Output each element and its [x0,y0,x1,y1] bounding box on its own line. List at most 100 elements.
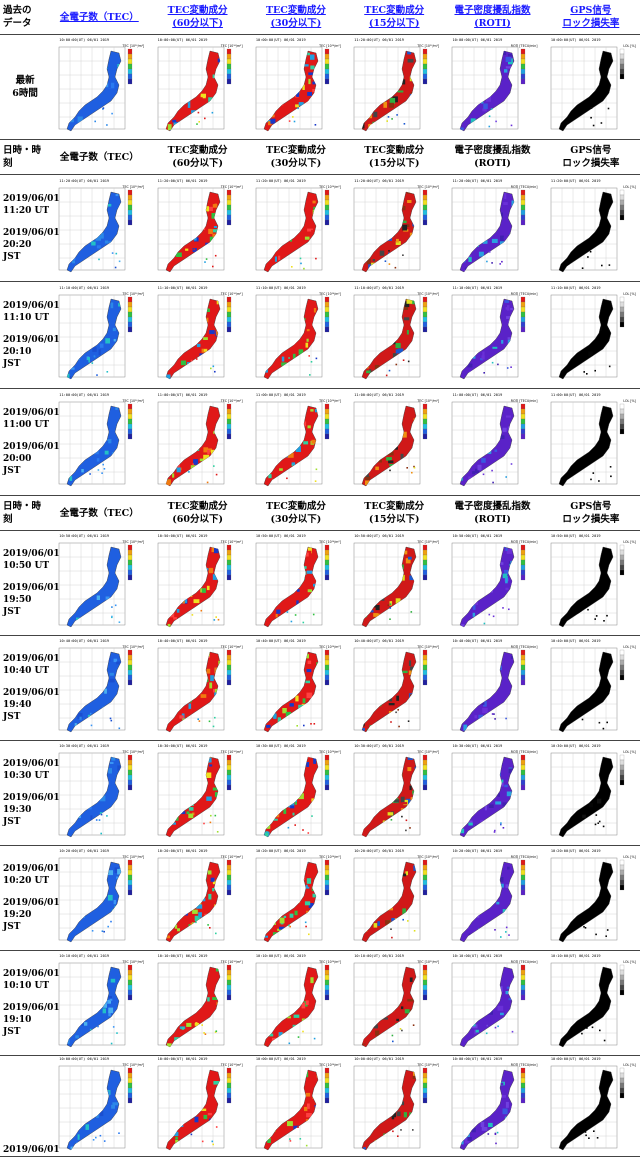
latest-map-1[interactable]: 10:00:00(UT) 06/01 2019 TEC [10¹⁶/m²] [152,37,244,137]
column-link-5[interactable]: GPS信号 ロック損失率 [562,5,620,29]
map-b2-2[interactable]: 10:30:00(UT) 06/01 2019 TEC [10¹⁶/m²] [250,743,342,843]
map-a2-2[interactable]: 11:00:00(UT) 06/01 2019 TEC [10¹⁶/m²] [250,392,342,492]
map-a2-0[interactable]: 11:00:00(UT) 06/01 2019 TEC [10¹⁶/m²] [53,392,145,492]
map-image [157,962,231,1048]
map-partial-5[interactable]: 10:00:00(UT) 06/01 2019 LOL [%] [545,1056,637,1156]
map-b3-2[interactable]: 10:20:00(UT) 06/01 2019 TEC [10¹⁶/m²] [250,848,342,948]
map-partial-0[interactable]: 10:00:00(UT) 06/01 2019 TEC [10¹⁶/m²] [53,1056,145,1156]
map-a0-4[interactable]: 11:20:00(UT) 06/01 2019 ROTI [TECU/min] [446,178,538,278]
latest-map-3[interactable]: 11:20:00(UT) 06/01 2019 TEC [10¹⁶/m²] [348,37,440,137]
map-b4-3[interactable]: 10:10:00(UT) 06/01 2019 TEC [10¹⁶/m²] [348,953,440,1053]
map-a1-1[interactable]: 11:10:00(UT) 06/01 2019 TEC [10¹⁶/m²] [152,285,244,385]
column-link-4[interactable]: 電子密度擾乱指数 (ROTI) [454,5,531,29]
utc-time: 2019/06/01 10:40 UT [3,654,60,676]
map-b4-0[interactable]: 10:10:00(UT) 06/01 2019 TEC [10¹⁶/m²] [53,953,145,1053]
map-b0-1[interactable]: 10:50:00(UT) 06/01 2019 TEC [10¹⁶/m²] [152,533,244,633]
map-a2-4[interactable]: 11:00:00(UT) 06/01 2019 ROTI [TECU/min] [446,392,538,492]
colorbar [226,649,231,686]
map-timestamp: 10:40:00(UT) 06/01 2019 [59,639,110,643]
map-b4-2[interactable]: 10:10:00(UT) 06/01 2019 TEC [10¹⁶/m²] [250,953,342,1053]
map-b0-5[interactable]: 10:50:00(UT) 06/01 2019 LOL [%] [545,533,637,633]
map-partial-4[interactable]: 10:00:00(UT) 06/01 2019 ROTI [TECU/min] [446,1056,538,1156]
time-row: 2019/06/01 10:40 UT 2019/06/01 19:40 JST 10:4… [0,635,640,741]
map-image [157,46,231,132]
map-a1-0[interactable]: 11:10:00(UT) 06/01 2019 TEC [10¹⁶/m²] [53,285,145,385]
map-timestamp: 11:10:00(UT) 06/01 2019 [550,286,601,290]
map-b1-0[interactable]: 10:40:00(UT) 06/01 2019 TEC [10¹⁶/m²] [53,638,145,738]
column-link-1[interactable]: TEC変動成分 (60分以下) [167,5,228,29]
latest-map-2[interactable]: 10:00:00(UT) 06/01 2019 TEC [10¹⁶/m²] [250,37,342,137]
map-b0-2[interactable]: 10:50:00(UT) 06/01 2019 TEC [10¹⁶/m²] [250,533,342,633]
map-a2-1[interactable]: 11:00:00(UT) 06/01 2019 TEC [10¹⁶/m²] [152,392,244,492]
column-link-2[interactable]: TEC変動成分 (30分以下) [265,5,326,29]
time-label: 2019/06/01 11:00 UT 2019/06/01 20:00 JST [0,388,60,496]
colorbar [226,1067,231,1104]
colorbar-unit: ROTI [TECU/min] [510,185,538,189]
map-b3-3[interactable]: 10:20:00(UT) 06/01 2019 TEC [10¹⁶/m²] [348,848,440,948]
map-a0-1[interactable]: 11:20:00(UT) 06/01 2019 TEC [10¹⁶/m²] [152,178,244,278]
colorbar [521,296,526,333]
latest-map-0[interactable]: 10:00:00(UT) 06/01 2019 TEC [10¹⁶/m²] [53,37,145,137]
colorbar [423,649,428,686]
latest-map-4[interactable]: 10:00:00(UT) 06/01 2019 ROTI [TECU/min] [446,37,538,137]
colorbar-unit: TEC [10¹⁶/m²] [122,960,145,964]
utc-time: 2019/06/01 [0,1055,60,1157]
map-b1-4[interactable]: 10:40:00(UT) 06/01 2019 ROTI [TECU/min] [446,638,538,738]
map-b1-5[interactable]: 10:40:00(UT) 06/01 2019 LOL [%] [545,638,637,738]
time-label: 2019/06/01 10:40 UT 2019/06/01 19:40 JST [0,635,60,741]
map-b2-3[interactable]: 10:30:00(UT) 06/01 2019 TEC [10¹⁶/m²] [348,743,440,843]
map-timestamp: 10:00:00(UT) 06/01 2019 [157,38,208,42]
map-b3-5[interactable]: 10:20:00(UT) 06/01 2019 LOL [%] [545,848,637,948]
map-a1-5[interactable]: 11:10:00(UT) 06/01 2019 LOL [%] [545,285,637,385]
map-a0-2[interactable]: 11:20:00(UT) 06/01 2019 TEC [10¹⁶/m²] [250,178,342,278]
colorbar [619,48,624,80]
colorbar [128,649,133,686]
map-b3-0[interactable]: 10:20:00(UT) 06/01 2019 TEC [10¹⁶/m²] [53,848,145,948]
colorbar [619,296,624,328]
map-partial-1[interactable]: 10:00:00(UT) 06/01 2019 TEC [10¹⁶/m²] [152,1056,244,1156]
map-partial-2[interactable]: 10:00:00(UT) 06/01 2019 TEC [10¹⁶/m²] [250,1056,342,1156]
map-b3-4[interactable]: 10:20:00(UT) 06/01 2019 ROTI [TECU/min] [446,848,538,948]
map-b0-4[interactable]: 10:50:00(UT) 06/01 2019 ROTI [TECU/min] [446,533,538,633]
map-b2-4[interactable]: 10:30:00(UT) 06/01 2019 ROTI [TECU/min] [446,743,538,843]
map-a1-4[interactable]: 11:10:00(UT) 06/01 2019 ROTI [TECU/min] [446,285,538,385]
latest-map-5[interactable]: 10:00:00(UT) 06/01 2019 LOL [%] [545,37,637,137]
map-image [353,857,428,943]
map-image [550,294,624,380]
colorbar-unit: TEC [10¹⁶/m²] [417,960,440,964]
map-a1-2[interactable]: 11:10:00(UT) 06/01 2019 TEC [10¹⁶/m²] [250,285,342,385]
map-b4-5[interactable]: 10:10:00(UT) 06/01 2019 LOL [%] [545,953,637,1053]
map-timestamp: 10:30:00(UT) 06/01 2019 [452,744,503,748]
map-a2-3[interactable]: 11:00:00(UT) 06/01 2019 TEC [10¹⁶/m²] [348,392,440,492]
map-a0-5[interactable]: 11:20:00(UT) 06/01 2019 LOL [%] [545,178,637,278]
map-timestamp: 10:00:00(UT) 06/01 2019 [59,38,110,42]
map-a0-0[interactable]: 11:20:00(UT) 06/01 2019 TEC [10¹⁶/m²] [53,178,145,278]
map-partial-3[interactable]: 10:00:00(UT) 06/01 2019 TEC [10¹⁶/m²] [348,1056,440,1156]
map-b2-1[interactable]: 10:30:00(UT) 06/01 2019 TEC [10¹⁶/m²] [152,743,244,843]
map-timestamp: 10:00:00(UT) 06/01 2019 [157,1057,208,1061]
column-link-3[interactable]: TEC変動成分 (15分以下) [364,5,425,29]
column-link-0[interactable]: 全電子数（TEC） [59,11,139,23]
datetime-label: 日時・時刻 [0,139,51,175]
colorbar-unit: LOL [%] [623,855,636,859]
colorbar [324,859,329,896]
map-b4-1[interactable]: 10:10:00(UT) 06/01 2019 TEC [10¹⁶/m²] [152,953,244,1053]
colorbar [324,48,329,85]
map-b1-3[interactable]: 10:40:00(UT) 06/01 2019 TEC [10¹⁶/m²] [348,638,440,738]
map-b1-2[interactable]: 10:40:00(UT) 06/01 2019 TEC [10¹⁶/m²] [250,638,342,738]
map-timestamp: 10:20:00(UT) 06/01 2019 [157,849,208,853]
map-b0-0[interactable]: 10:50:00(UT) 06/01 2019 TEC [10¹⁶/m²] [53,533,145,633]
map-b4-4[interactable]: 10:10:00(UT) 06/01 2019 ROTI [TECU/min] [446,953,538,1053]
map-a2-5[interactable]: 11:00:00(UT) 06/01 2019 LOL [%] [545,392,637,492]
colorbar-unit: TEC [10¹⁶/m²] [122,540,145,544]
map-a0-3[interactable]: 11:20:00(UT) 06/01 2019 TEC [10¹⁶/m²] [348,178,440,278]
map-a1-3[interactable]: 11:10:00(UT) 06/01 2019 TEC [10¹⁶/m²] [348,285,440,385]
map-b0-3[interactable]: 10:50:00(UT) 06/01 2019 TEC [10¹⁶/m²] [348,533,440,633]
map-b2-0[interactable]: 10:30:00(UT) 06/01 2019 TEC [10¹⁶/m²] [53,743,145,843]
map-image [59,962,133,1048]
map-b1-1[interactable]: 10:40:00(UT) 06/01 2019 TEC [10¹⁶/m²] [152,638,244,738]
map-b2-5[interactable]: 10:30:00(UT) 06/01 2019 LOL [%] [545,743,637,843]
colorbar [619,189,624,221]
time-label: 2019/06/01 10:20 UT 2019/06/01 19:20 JST [0,845,60,951]
map-b3-1[interactable]: 10:20:00(UT) 06/01 2019 TEC [10¹⁶/m²] [152,848,244,948]
